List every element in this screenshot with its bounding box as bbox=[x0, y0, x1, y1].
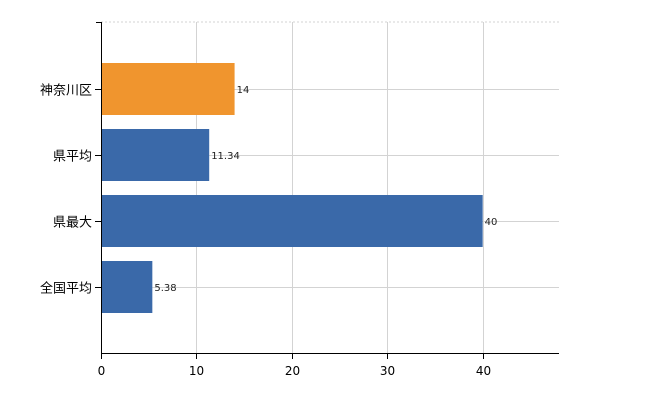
category-label-1: 県平均 bbox=[53, 150, 92, 165]
bars bbox=[102, 63, 483, 313]
axes bbox=[95, 22, 559, 359]
category-label-2: 県最大 bbox=[53, 216, 92, 231]
bar-0 bbox=[102, 63, 235, 115]
x-tick-label-1: 10 bbox=[189, 364, 204, 378]
x-tick-label-4: 40 bbox=[476, 364, 491, 378]
data-label-1: 11.34 bbox=[211, 151, 240, 162]
bar-3 bbox=[102, 261, 153, 313]
x-tick-label-0: 0 bbox=[98, 364, 106, 378]
data-label-2: 40 bbox=[485, 217, 498, 228]
x-tick-label-3: 30 bbox=[380, 364, 395, 378]
data-label-3: 5.38 bbox=[154, 283, 176, 294]
bar-2 bbox=[102, 195, 483, 247]
x-tick-label-2: 20 bbox=[285, 364, 300, 378]
bar-1 bbox=[102, 129, 210, 181]
category-label-0: 神奈川区 bbox=[40, 84, 92, 99]
category-label-3: 全国平均 bbox=[40, 281, 92, 297]
data-label-0: 14 bbox=[237, 85, 250, 96]
